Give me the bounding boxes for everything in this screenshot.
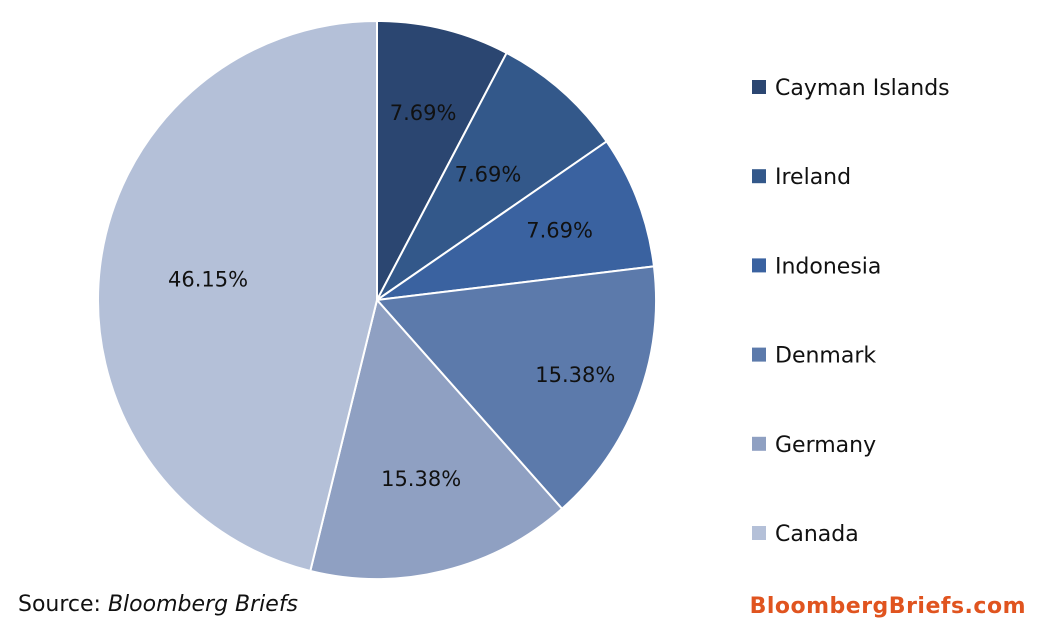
legend-swatch-indonesia: [752, 258, 766, 273]
slice-label-germany: 15.38%: [381, 467, 461, 491]
pie-slice-cayman-islands: [376, 19, 508, 301]
legend-swatch-denmark: [752, 347, 766, 362]
legend-swatch-germany: [752, 436, 766, 451]
legend-label-denmark: Denmark: [775, 344, 876, 369]
legend-label-germany: Germany: [775, 433, 876, 458]
pie-slice-denmark: [374, 265, 657, 511]
source-note: Source: Bloomberg Briefs: [18, 592, 298, 617]
legend-swatch-ireland: [752, 169, 766, 184]
pie-slice-germany: [309, 297, 564, 580]
slice-label-cayman-islands: 7.69%: [390, 101, 457, 125]
source-prefix: Source:: [18, 592, 108, 617]
legend-label-indonesia: Indonesia: [775, 254, 881, 279]
legend-label-cayman-islands: Cayman Islands: [775, 76, 950, 101]
pie-slice-canada: [97, 19, 378, 573]
legend-label-ireland: Ireland: [775, 165, 851, 190]
source-name: Bloomberg Briefs: [107, 592, 299, 617]
slice-label-canada: 46.15%: [168, 268, 248, 292]
pie-slice-ireland: [376, 51, 608, 301]
brand-logo-text: BloombergBriefs.com: [749, 594, 1026, 619]
legend-label-canada: Canada: [775, 522, 859, 547]
legend: Cayman Islands Ireland Indonesia Denmark Ger…: [752, 76, 950, 547]
slice-label-denmark: 15.38%: [535, 363, 615, 387]
legend-swatch-cayman-islands: [752, 80, 766, 94]
pie-slice-indonesia: [376, 140, 656, 301]
legend-swatch-canada: [752, 526, 766, 540]
slice-label-ireland: 7.69%: [455, 163, 522, 187]
slice-label-indonesia: 7.69%: [526, 219, 593, 243]
